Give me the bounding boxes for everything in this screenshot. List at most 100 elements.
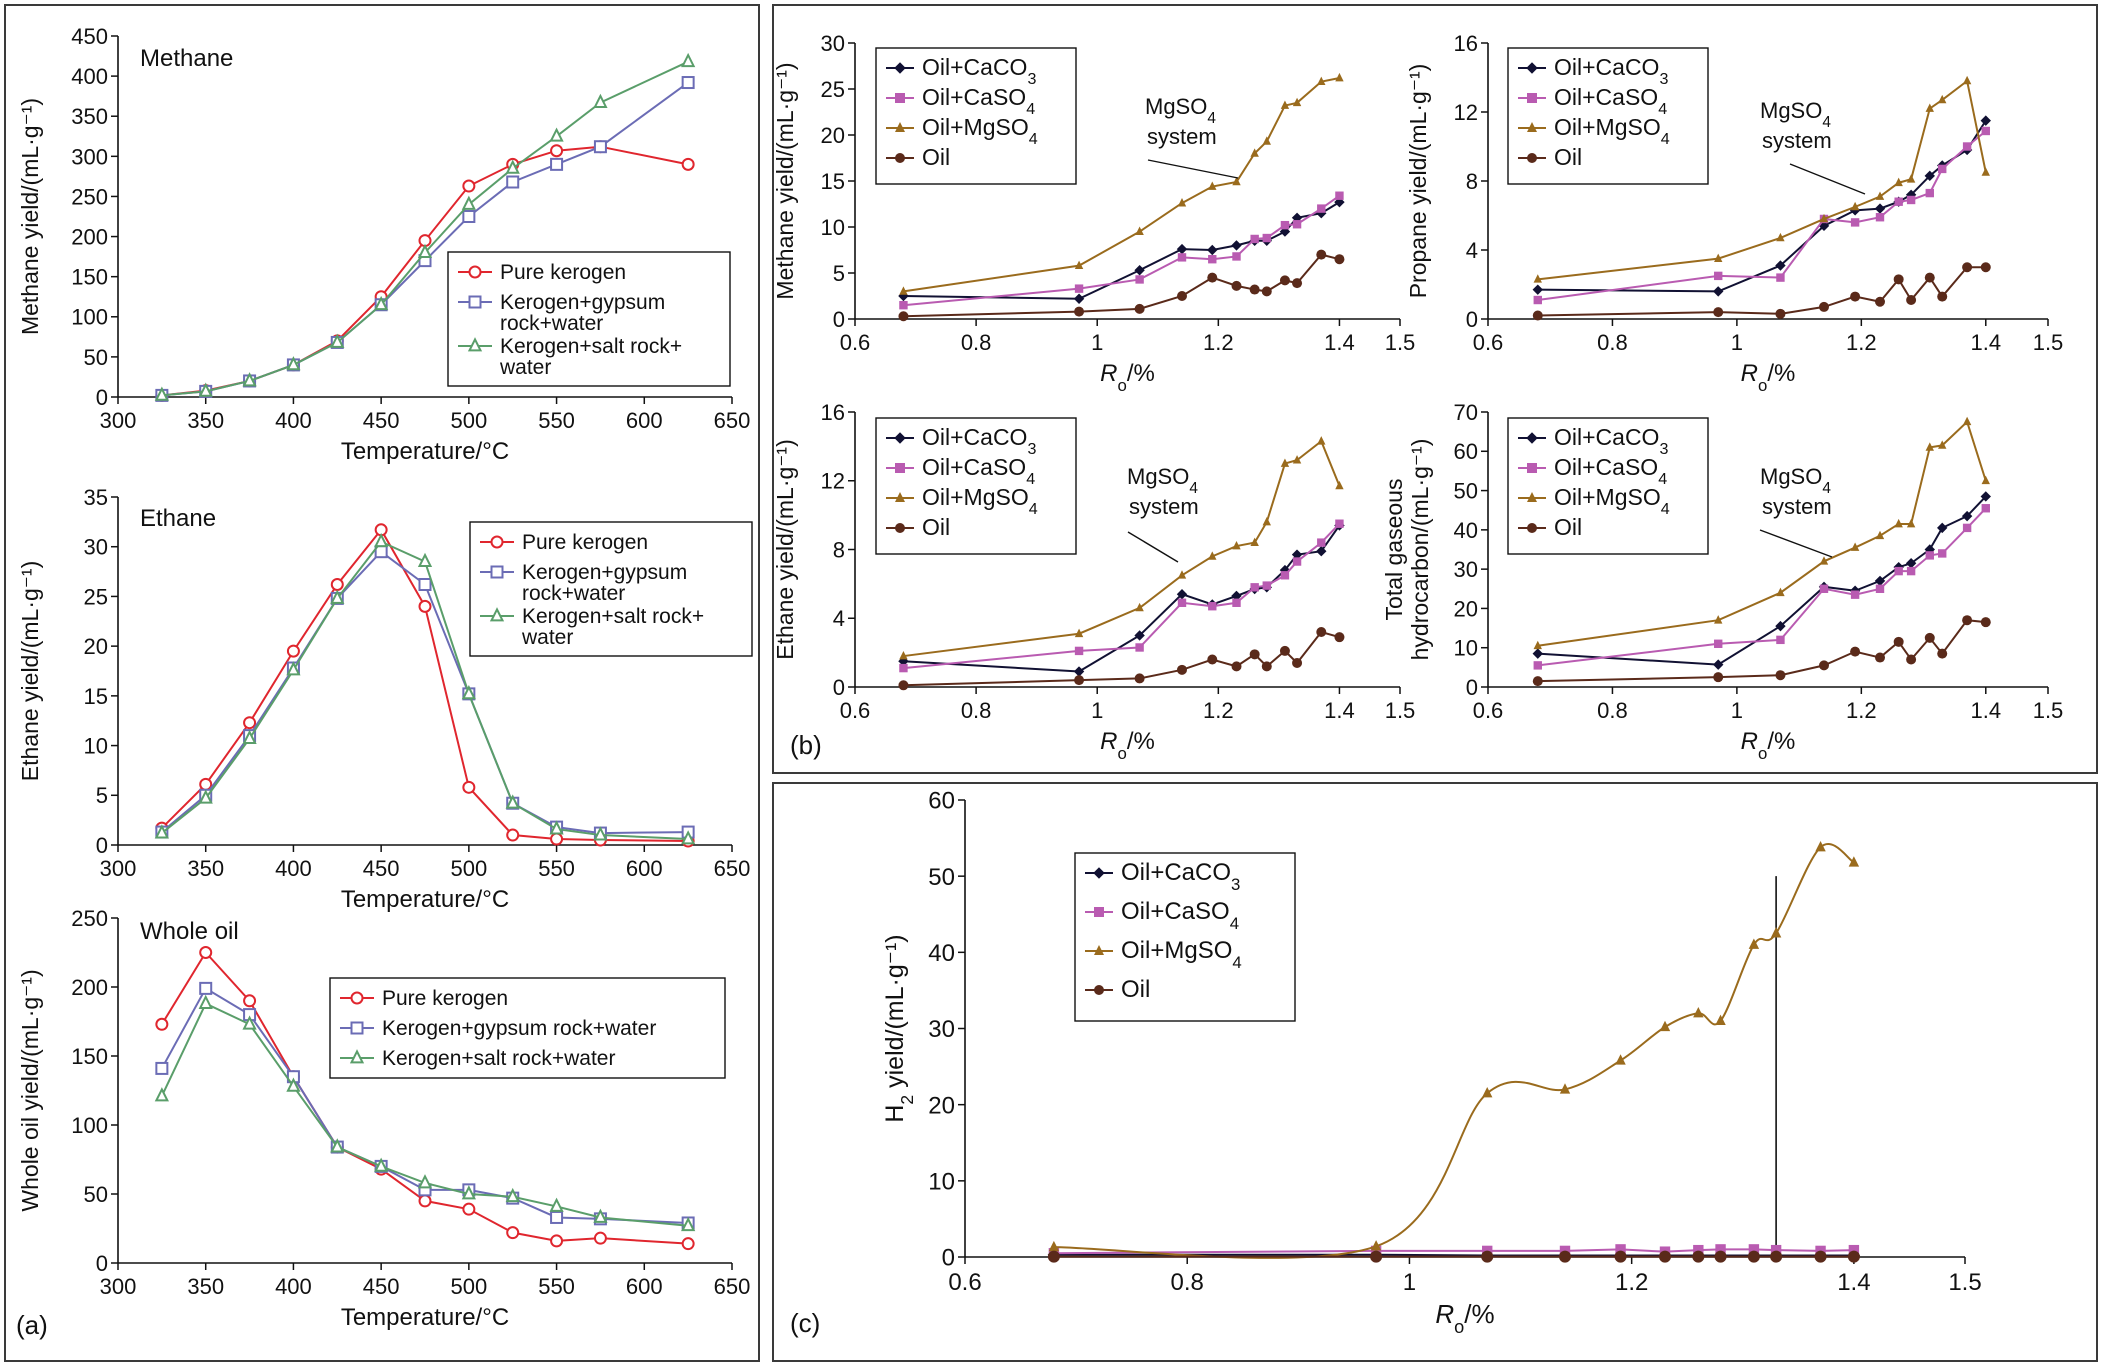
data-point xyxy=(1850,201,1860,211)
data-point xyxy=(1875,213,1885,222)
series-line xyxy=(160,1002,689,1227)
annotation-pointer xyxy=(1759,529,1833,558)
series-line xyxy=(1537,120,1987,293)
data-point xyxy=(899,663,908,673)
series-line xyxy=(1537,266,1986,317)
x-tick-label: 400 xyxy=(275,1274,312,1299)
data-point xyxy=(1714,639,1723,648)
annotation-pointer xyxy=(1789,163,1866,195)
series-line xyxy=(903,76,1340,293)
series-oil-mgso4 xyxy=(899,72,1344,295)
x-tick-label: 1 xyxy=(1091,330,1103,355)
series-line xyxy=(903,253,1340,318)
data-point xyxy=(593,93,608,108)
data-point xyxy=(1134,265,1145,276)
data-point xyxy=(1938,440,1947,449)
legend-marker xyxy=(1527,122,1537,132)
data-point xyxy=(1850,646,1861,657)
data-point xyxy=(1292,278,1303,289)
legend-marker xyxy=(489,607,505,622)
legend-item: Oil+CaCO3 xyxy=(1518,424,1668,458)
data-point xyxy=(243,716,257,730)
data-point xyxy=(1906,295,1917,306)
chart-ethane_temp: 300 350 400 450 500 550 600 650 0 5 10 15 20 25 30 35 Te… xyxy=(17,485,753,913)
data-point xyxy=(1559,1250,1571,1263)
data-point xyxy=(1317,204,1326,213)
data-point xyxy=(1279,275,1290,286)
data-point xyxy=(1906,518,1916,528)
x-tick-label: 550 xyxy=(538,408,575,433)
data-point xyxy=(461,685,476,700)
series-pure-kerogen xyxy=(155,946,695,1251)
data-point xyxy=(417,243,433,258)
data-point xyxy=(550,1234,564,1248)
x-tick-label: 1.4 xyxy=(1324,698,1355,723)
y-tick-label: 16 xyxy=(821,400,845,425)
x-tick-label: 1.4 xyxy=(1837,1269,1870,1296)
series-line xyxy=(1537,79,1987,281)
data-point xyxy=(681,157,695,171)
data-point xyxy=(1937,648,1948,659)
data-point xyxy=(154,386,169,401)
legend-label: Oil+MgSO4 xyxy=(922,484,1038,518)
y-tick-label: 20 xyxy=(928,1092,955,1119)
data-point xyxy=(1714,615,1723,624)
data-point xyxy=(1261,286,1272,297)
data-point xyxy=(199,981,213,995)
legend-label: Pure kerogen xyxy=(522,531,648,554)
data-point xyxy=(1775,670,1786,681)
legend-box xyxy=(447,251,731,387)
data-point xyxy=(1615,1244,1626,1255)
series-kerogen-salt-rock-water xyxy=(154,532,696,845)
data-point xyxy=(1074,646,1084,656)
data-point xyxy=(549,1197,564,1212)
legend-item: Oil+CaCO3 xyxy=(1518,54,1668,88)
data-point xyxy=(1262,516,1271,526)
data-point xyxy=(1775,308,1786,319)
series-kerogen-salt-rock-water xyxy=(154,52,696,401)
y-tick-label: 40 xyxy=(1454,518,1478,543)
x-axis-label: Ro/% xyxy=(1100,360,1155,395)
data-point xyxy=(417,552,433,568)
y-tick-label: 4 xyxy=(1466,238,1478,263)
data-point xyxy=(1819,660,1829,671)
y-tick-label: 200 xyxy=(71,975,108,1000)
data-point xyxy=(1317,76,1326,85)
data-point xyxy=(1962,142,1972,151)
x-tick-label: 0.8 xyxy=(1597,698,1628,723)
x-tick-label: 1 xyxy=(1403,1269,1416,1296)
data-point xyxy=(1819,213,1829,223)
y-tick-label: 100 xyxy=(71,1113,108,1138)
data-point xyxy=(1532,310,1543,321)
data-point xyxy=(1814,1250,1827,1263)
legend-box xyxy=(875,417,1077,555)
y-tick-label: 50 xyxy=(928,864,955,891)
y-tick-label: 50 xyxy=(1454,478,1478,503)
data-point xyxy=(550,1210,564,1224)
data-point xyxy=(1231,280,1242,291)
series-line xyxy=(160,986,689,1224)
series-line xyxy=(1537,507,1987,667)
y-tick-label: 0 xyxy=(1466,675,1478,700)
legend-marker xyxy=(349,1049,365,1064)
chart-h2s_ro: 0.6 0.8 1 1.2 1.4 1.5 0 10 20 30 40 50 60 Ro/% H2 yiel… xyxy=(881,788,1982,1337)
data-point xyxy=(1292,220,1302,229)
y-tick-label: 30 xyxy=(84,535,108,560)
legend-label-line2: water xyxy=(499,356,551,379)
legend-item: Oil+MgSO4 xyxy=(1518,484,1670,518)
x-axis-label: Ro/% xyxy=(1100,728,1155,763)
y-tick-label: 300 xyxy=(71,144,108,169)
data-point xyxy=(1074,260,1084,269)
annotation-line1: MgSO4 xyxy=(1760,464,1831,497)
legend: Pure kerogen Kerogen+gypsumrock+waterKero… xyxy=(447,251,731,387)
data-point xyxy=(1280,220,1290,230)
data-point xyxy=(1279,645,1290,656)
data-point xyxy=(1924,272,1935,283)
legend-item: Oil+CaSO4 xyxy=(1518,454,1667,488)
data-point xyxy=(1874,203,1886,214)
y-tick-label: 50 xyxy=(84,345,108,370)
series-kerogen-salt-rock-water xyxy=(154,994,696,1232)
data-point xyxy=(1232,541,1241,550)
legend-item: Oil xyxy=(1518,514,1582,540)
